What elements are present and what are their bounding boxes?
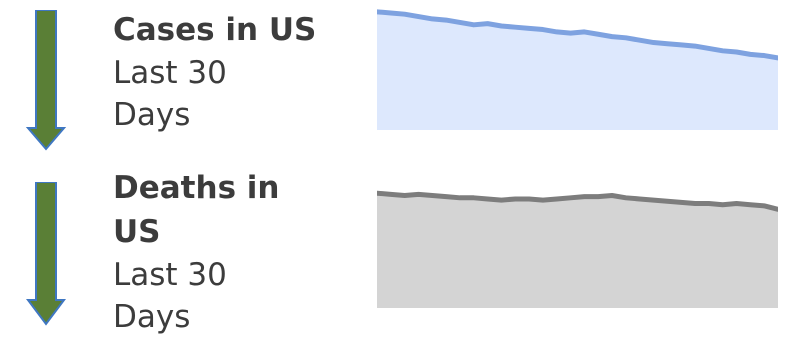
- deaths-subtitle-line2: Days: [113, 299, 191, 335]
- deaths-row: Deaths in US Last 30 Days: [0, 160, 794, 346]
- deaths-title-line2: US: [113, 214, 161, 250]
- deaths-arrow-shape: [26, 182, 66, 326]
- down-arrow-icon: [18, 182, 74, 328]
- cases-row: Cases in US Last 30 Days: [0, 0, 794, 160]
- deaths-sparkline-chart: [377, 176, 778, 308]
- down-arrow-icon: [18, 10, 74, 152]
- cases-arrow-shape: [25, 10, 67, 151]
- cases-subtitle-line1: Last 30: [113, 55, 227, 91]
- deaths-area-fill: [377, 193, 778, 308]
- deaths-title-line1: Deaths in: [113, 170, 280, 206]
- cases-area-fill: [377, 11, 778, 130]
- cases-label: Cases in US Last 30 Days: [113, 8, 338, 136]
- cases-sparkline-chart: [377, 0, 778, 130]
- cases-title: Cases in US: [113, 12, 317, 48]
- cases-series-line: [377, 9, 778, 61]
- deaths-label: Deaths in US Last 30 Days: [113, 166, 338, 338]
- deaths-subtitle-line1: Last 30: [113, 257, 227, 293]
- cases-subtitle-line2: Days: [113, 97, 191, 133]
- deaths-series-line: [377, 190, 778, 212]
